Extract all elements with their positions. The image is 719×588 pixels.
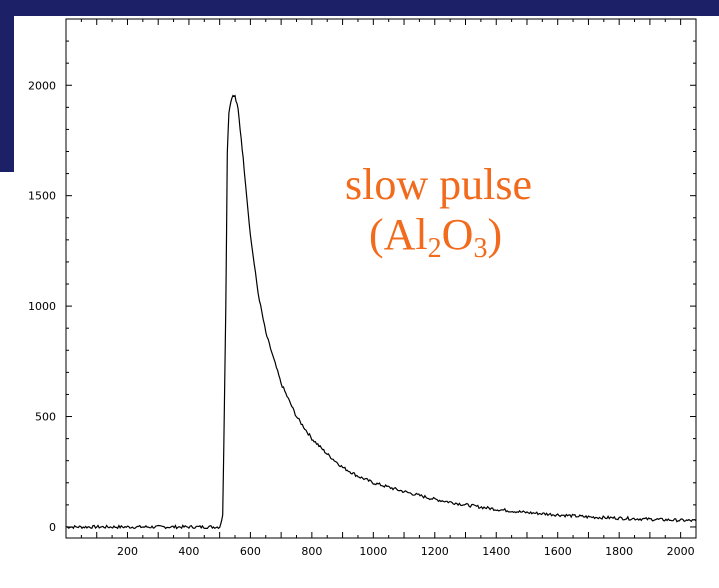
tick-labels: 200 400 600 800 1000 1200 1400 1600 1800 2000 0 500… <box>28 79 695 558</box>
x-tick-label: 1200 <box>421 545 449 558</box>
slide-side-bar <box>0 0 14 172</box>
x-tick-label: 1800 <box>605 545 633 558</box>
y-tick-label: 1500 <box>28 190 56 203</box>
y-tick-label: 1000 <box>28 300 56 313</box>
y-tick-label: 500 <box>35 411 56 424</box>
x-tick-label: 200 <box>117 545 138 558</box>
x-tick-label: 2000 <box>667 545 695 558</box>
annotation-line2: (Al2O3) <box>369 210 503 264</box>
x-tick-label: 1400 <box>482 545 510 558</box>
x-tick-label: 800 <box>301 545 322 558</box>
y-tick-label: 0 <box>49 521 56 534</box>
x-tick-label: 1000 <box>359 545 387 558</box>
series-pulse-line <box>65 94 697 530</box>
x-tick-label: 1600 <box>544 545 572 558</box>
y-tick-label: 2000 <box>28 79 56 92</box>
axis-ticks <box>66 18 697 538</box>
annotation-line1: slow pulse <box>345 160 532 209</box>
x-tick-label: 400 <box>178 545 199 558</box>
slide-top-bar <box>0 0 719 16</box>
annotation-slow-pulse: slow pulse (Al2O3) <box>318 160 598 274</box>
plot-frame <box>65 18 697 539</box>
x-tick-label: 600 <box>240 545 261 558</box>
